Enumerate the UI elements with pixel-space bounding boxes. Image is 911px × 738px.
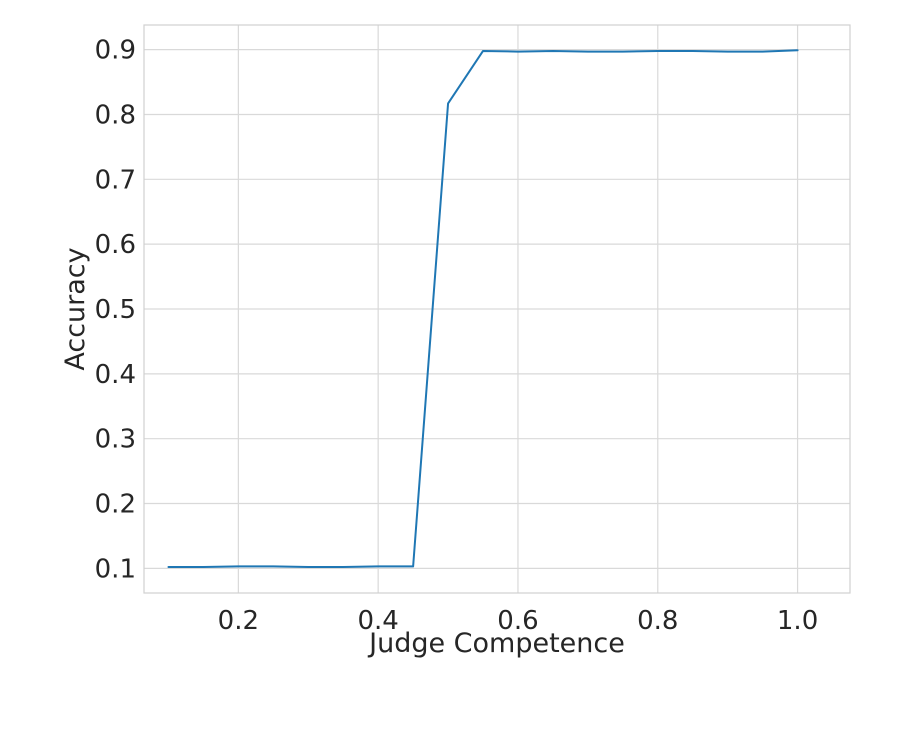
x-tick-label: 0.2	[218, 606, 259, 636]
x-tick-label: 0.4	[357, 606, 398, 636]
x-tick-label: 0.8	[637, 606, 678, 636]
y-tick-label: 0.5	[95, 295, 136, 325]
y-tick-label: 0.7	[95, 165, 136, 195]
y-tick-label: 0.6	[95, 230, 136, 260]
x-axis-label: Judge Competence	[367, 628, 625, 659]
y-tick-label: 0.9	[95, 36, 136, 66]
y-axis-label: Accuracy	[60, 247, 91, 370]
x-tick-label: 0.6	[497, 606, 538, 636]
x-tick-labels: 0.2 0.4 0.6 0.8 1.0	[218, 606, 819, 636]
y-tick-labels: 0.1 0.2 0.3 0.4 0.5 0.6 0.7 0.8 0.9	[95, 36, 136, 585]
y-gridlines	[144, 49, 850, 569]
y-tick-label: 0.1	[95, 554, 136, 584]
y-tick-label: 0.2	[95, 490, 136, 520]
y-tick-label: 0.8	[95, 100, 136, 130]
plot-frame	[143, 24, 851, 594]
y-tick-label: 0.4	[95, 360, 136, 390]
series-layer	[167, 49, 799, 569]
x-tick-label: 1.0	[777, 606, 818, 636]
series-line	[167, 49, 799, 569]
y-tick-label: 0.3	[95, 425, 136, 455]
